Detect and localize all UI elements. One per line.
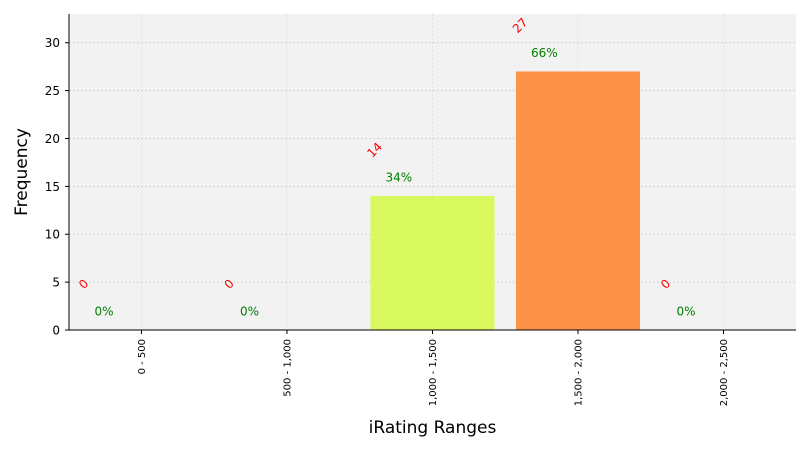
x-tick-label: 1,500 - 2,000 [574, 339, 585, 406]
bar-percent-label: 0% [240, 305, 259, 319]
bar-percent-label: 66% [531, 46, 558, 60]
y-tick-label: 10 [45, 228, 60, 242]
y-axis-label: Frequency [12, 128, 32, 216]
x-axis-label: iRating Ranges [369, 418, 497, 438]
y-tick-label: 15 [45, 180, 60, 194]
x-tick-label: 0 - 500 [137, 339, 148, 374]
y-ticks: 0 5 10 15 20 25 30 [45, 36, 69, 338]
bar [516, 71, 640, 331]
grid-lines [69, 14, 796, 330]
bars [370, 71, 640, 331]
x-tick-label: 2,000 - 2,500 [719, 339, 730, 406]
y-tick-label: 25 [45, 84, 60, 98]
x-tick-label: 500 - 1,000 [283, 339, 294, 397]
bar-percent-label: 0% [95, 305, 114, 319]
x-tick-label: 1,000 - 1,500 [428, 339, 439, 406]
bar-percent-label: 0% [677, 305, 696, 319]
y-tick-label: 30 [45, 36, 60, 50]
y-tick-label: 20 [45, 132, 60, 146]
bar-percent-label: 34% [386, 171, 413, 185]
y-tick-label: 0 [52, 324, 60, 338]
x-ticks: 0 - 500 500 - 1,000 1,000 - 1,500 1,500 - 2… [137, 330, 730, 406]
y-tick-label: 5 [52, 276, 60, 290]
bar [370, 195, 495, 330]
